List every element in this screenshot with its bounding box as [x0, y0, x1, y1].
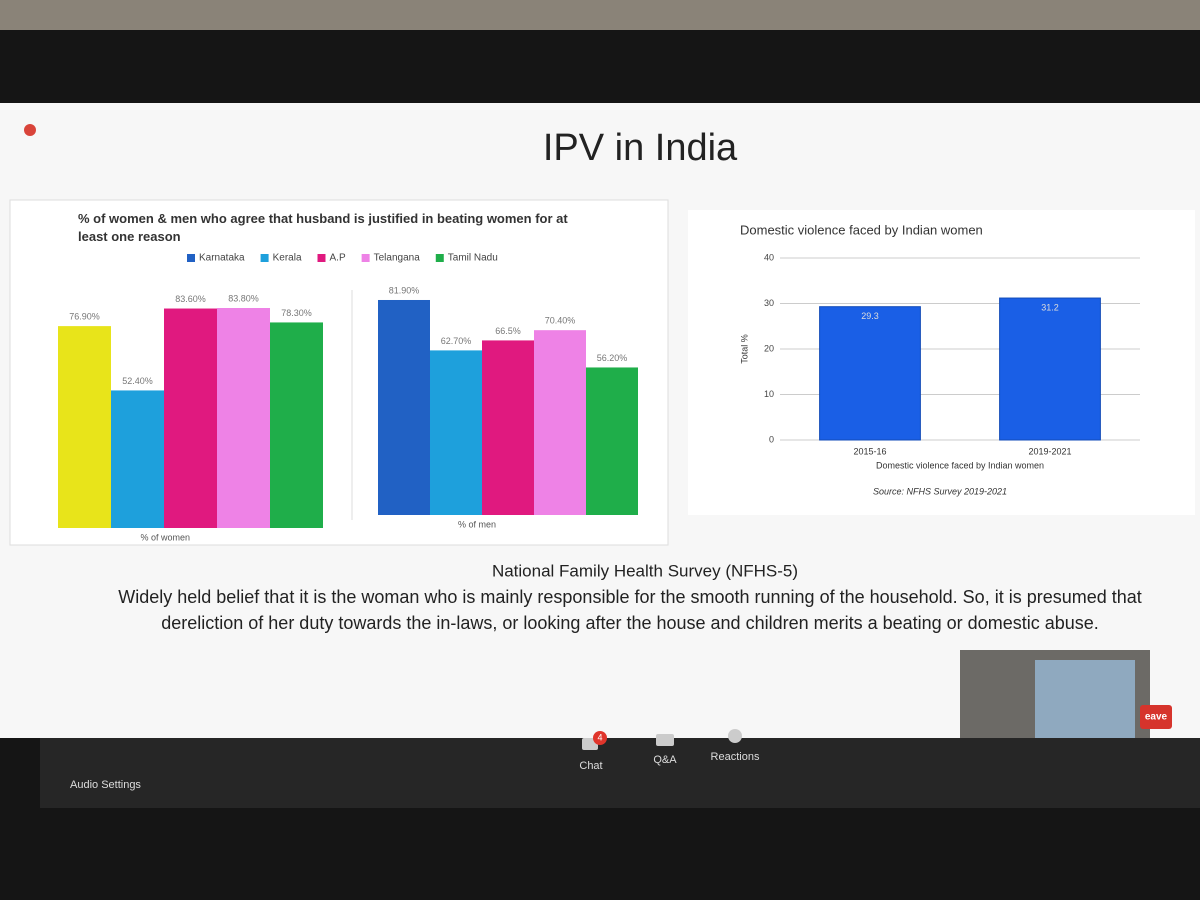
- slide-body: Widely held belief that it is the woman …: [118, 587, 1142, 633]
- bar: [217, 308, 270, 528]
- bar: [999, 297, 1101, 441]
- value-label: 31.2: [1041, 302, 1059, 312]
- y-tick-label: 10: [764, 389, 774, 399]
- value-label: 78.30%: [281, 308, 312, 318]
- bar: [270, 322, 323, 528]
- qa-icon[interactable]: [656, 734, 674, 746]
- reactions-icon[interactable]: [728, 729, 742, 743]
- legend-label: Tamil Nadu: [448, 253, 498, 264]
- bar: [58, 326, 111, 528]
- y-tick-label: 0: [769, 434, 774, 444]
- panel-label: % of women: [141, 532, 191, 542]
- value-label: 76.90%: [69, 311, 100, 321]
- value-label: 29.3: [861, 311, 879, 321]
- zoom-toolbar: [40, 738, 1200, 808]
- x-tick-label: 2015-16: [853, 446, 886, 456]
- slide-subtitle: National Family Health Survey (NFHS-5): [492, 561, 798, 580]
- value-label: 62.70%: [441, 336, 472, 346]
- y-axis-label: Total %: [739, 334, 749, 364]
- bar: [819, 306, 921, 441]
- bar: [482, 340, 534, 515]
- qa-label[interactable]: Q&A: [653, 754, 677, 766]
- video-person: [1035, 660, 1135, 742]
- value-label: 83.60%: [175, 294, 206, 304]
- bar: [378, 299, 430, 515]
- leave-label[interactable]: eave: [1145, 712, 1168, 723]
- value-label: 70.40%: [545, 316, 576, 326]
- audio-settings[interactable]: Audio Settings: [70, 779, 141, 791]
- x-axis-label: Domestic violence faced by Indian women: [876, 460, 1044, 470]
- legend-label: A.P: [330, 253, 346, 264]
- chat-badge: [593, 731, 607, 745]
- value-label: 83.80%: [228, 293, 259, 303]
- value-label: 81.90%: [389, 285, 420, 295]
- chart-source: Source: NFHS Survey 2019-2021: [873, 486, 1007, 496]
- panel-label: % of men: [458, 519, 496, 529]
- chat-label[interactable]: Chat: [579, 760, 602, 772]
- chart-title: % of women & men who agree that husband …: [78, 211, 568, 244]
- slide-title: IPV in India: [543, 127, 738, 169]
- value-label: 66.5%: [495, 326, 521, 336]
- room-background: [0, 0, 1200, 30]
- value-label: 56.20%: [597, 353, 628, 363]
- bar: [586, 367, 638, 515]
- bar: [111, 390, 164, 528]
- bar: [430, 350, 482, 515]
- slide-body-box: Widely held belief that it is the woman …: [118, 587, 1142, 633]
- chart-box: [688, 210, 1195, 515]
- legend-label: Kerala: [273, 253, 302, 264]
- value-label: 52.40%: [122, 376, 153, 386]
- leave-button[interactable]: [1140, 705, 1172, 729]
- legend-swatch: [187, 254, 195, 262]
- y-tick-label: 40: [764, 252, 774, 262]
- bar: [534, 330, 586, 515]
- x-tick-label: 2019-2021: [1028, 446, 1071, 456]
- reactions-label[interactable]: Reactions: [711, 751, 760, 763]
- y-tick-label: 20: [764, 343, 774, 353]
- legend-label: Karnataka: [199, 253, 245, 264]
- chat-badge-count: 4: [597, 732, 602, 742]
- window-dot: [24, 124, 36, 136]
- legend-swatch: [361, 254, 370, 262]
- legend-swatch: [260, 254, 269, 262]
- chart-title: Domestic violence faced by Indian women: [740, 222, 983, 237]
- legend-swatch: [435, 254, 444, 262]
- bar: [164, 308, 217, 528]
- legend-swatch: [317, 254, 326, 262]
- legend-label: Telangana: [374, 253, 421, 264]
- y-tick-label: 30: [764, 298, 774, 308]
- chart-title-box: % of women & men who agree that husband …: [78, 211, 568, 244]
